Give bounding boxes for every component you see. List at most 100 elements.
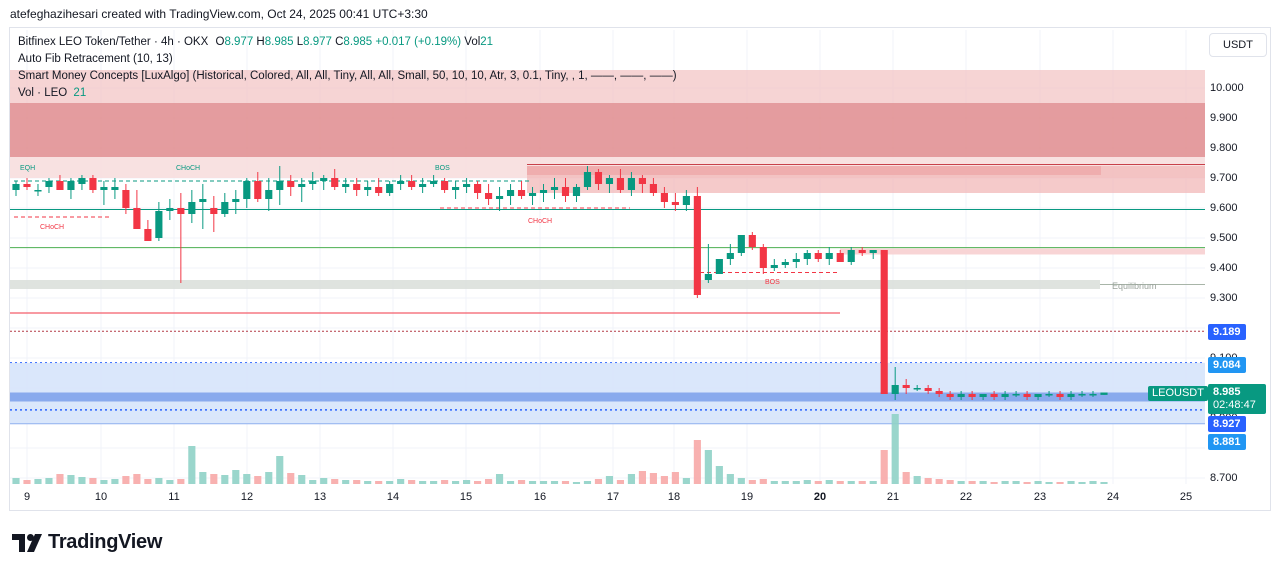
volume-bar	[847, 481, 855, 484]
volume-bar	[221, 475, 229, 484]
candle-body	[1100, 392, 1108, 395]
volume-bar	[605, 476, 614, 484]
volume-bar	[298, 475, 306, 484]
time-axis-label: 15	[459, 491, 473, 503]
volume-bar	[166, 480, 174, 484]
candle-body	[715, 259, 723, 274]
candle-body	[144, 229, 152, 241]
candle-body	[858, 250, 866, 253]
volume-bar	[792, 481, 800, 484]
symbol-title[interactable]: Bitfinex LEO Token/Tether · 4h · OKX	[18, 36, 209, 48]
candle-body	[23, 184, 31, 187]
volume-bar	[495, 474, 504, 484]
volume-bar	[836, 481, 844, 484]
price-axis-label: 9.700	[1210, 172, 1238, 184]
time-axis-label: 24	[1106, 491, 1120, 503]
candle-body	[638, 178, 646, 184]
low-key: L	[296, 36, 304, 48]
candle-body	[792, 259, 800, 262]
volume-bar	[1067, 481, 1075, 484]
candle-body	[56, 181, 64, 190]
order-block-bearish	[10, 103, 1205, 157]
candle-body	[276, 181, 284, 190]
candle-body	[166, 208, 174, 211]
candle-body	[506, 190, 515, 196]
candle-body	[825, 253, 833, 259]
indicator-fib[interactable]: Auto Fib Retracement (10, 13)	[18, 53, 173, 65]
volume-bar	[45, 478, 53, 484]
price-tag-fib: 9.189	[1208, 324, 1246, 340]
candle-body	[814, 253, 822, 259]
candle-body	[364, 187, 372, 190]
low-value: 8.977	[303, 36, 332, 48]
time-axis-label: 10	[94, 491, 108, 503]
volume-bar	[781, 481, 789, 484]
volume-bar	[100, 480, 108, 484]
high-value: 8.985	[264, 36, 294, 48]
time-axis-label: 14	[386, 491, 400, 503]
volume-bar	[364, 481, 372, 484]
candle-body	[122, 190, 130, 208]
volume-bar	[759, 479, 767, 484]
tradingview-logo[interactable]: TradingView	[12, 531, 162, 554]
candle-body	[45, 181, 53, 187]
last-price-box: 8.985 02:48:47	[1208, 384, 1266, 414]
candle-body	[528, 193, 537, 196]
smc-choch-label: CHoCH	[176, 165, 201, 172]
candle-body	[539, 190, 548, 193]
volume-bar	[704, 450, 712, 484]
volume-bar	[1034, 481, 1042, 484]
currency-button[interactable]: USDT	[1209, 33, 1267, 57]
chart-frame	[9, 27, 1271, 511]
candle-body	[649, 184, 657, 193]
volume-bar	[89, 478, 97, 484]
chart-caption: atefeghazihesari created with TradingVie…	[10, 7, 428, 21]
volume-bar	[122, 476, 130, 484]
candle-body	[1078, 394, 1086, 396]
candle-body	[287, 181, 295, 187]
equilibrium-zone	[10, 280, 1100, 289]
volume-bar	[880, 450, 888, 484]
volume-bar	[353, 480, 361, 484]
smc-bos-label: BOS	[765, 279, 780, 286]
volume-bar	[78, 477, 86, 484]
volume-bar	[946, 480, 954, 484]
candle-body	[254, 181, 262, 199]
volume-bar	[265, 472, 273, 484]
candle-body	[155, 211, 163, 238]
candle-body	[353, 184, 361, 190]
candle-body	[935, 391, 943, 394]
candle-body	[803, 253, 811, 259]
candle-body	[34, 190, 42, 192]
candle-body	[78, 178, 86, 184]
volume-bar	[979, 481, 987, 484]
symbol-legend: Bitfinex LEO Token/Tether · 4h · OKX O 8.…	[18, 35, 493, 49]
candle-body	[891, 385, 899, 394]
volume-bar	[990, 482, 998, 484]
candle-body	[111, 187, 119, 190]
candle-body	[1056, 394, 1064, 397]
time-axis-label: 21	[886, 491, 900, 503]
indicator-smc[interactable]: Smart Money Concepts [LuxAlgo] (Historic…	[18, 70, 677, 82]
volume-bar	[583, 481, 592, 484]
price-axis-label: 9.400	[1210, 262, 1238, 274]
open-key: O	[215, 36, 225, 48]
volume-bar	[517, 480, 526, 484]
smc-eqh-label: EQH	[20, 165, 36, 172]
close-key: C	[335, 36, 344, 48]
candle-body	[463, 184, 471, 187]
candle-body	[1067, 394, 1075, 397]
volume-bar	[484, 479, 493, 484]
volume-bar	[803, 480, 811, 484]
volume-bar	[276, 456, 284, 484]
indicator-volume[interactable]: Vol · LEO 21	[18, 86, 86, 100]
candle-body	[682, 196, 690, 205]
candle-body	[726, 253, 734, 259]
price-axis-label: 8.700	[1210, 472, 1238, 484]
candle-body	[737, 235, 745, 253]
volume-bar	[671, 472, 679, 484]
price-tag-fib: 8.927	[1208, 416, 1246, 432]
high-key: H	[256, 36, 265, 48]
volume-bar	[1045, 482, 1053, 484]
